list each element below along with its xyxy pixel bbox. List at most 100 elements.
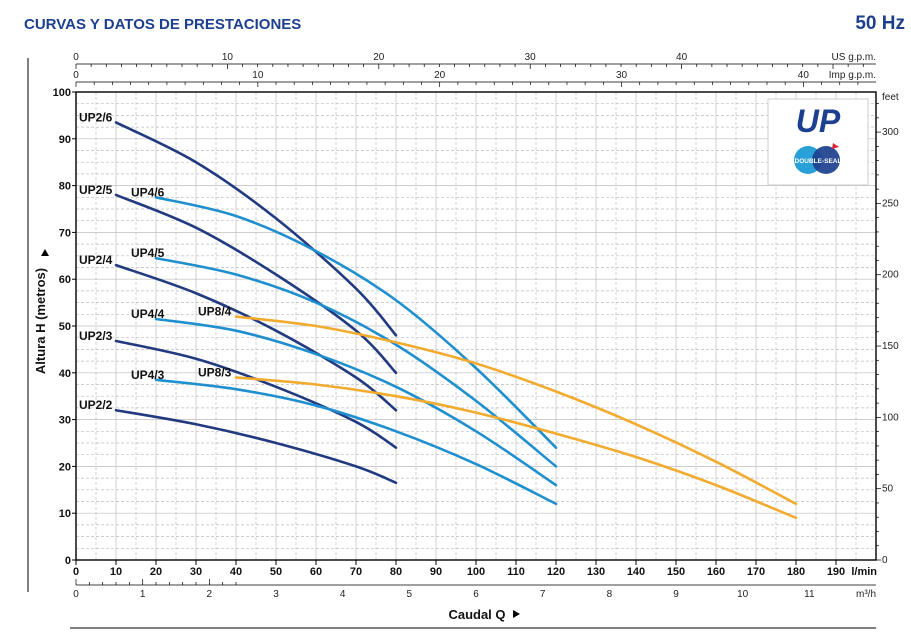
x-tick-label: 190 [827, 566, 845, 578]
curve-label-up4-4: UP4/4 [131, 307, 165, 321]
us-gpm-tick-label: 30 [525, 52, 537, 63]
curve-label-up2-5: UP2/5 [79, 183, 113, 197]
imp-gpm-tick-label: 30 [616, 70, 628, 81]
x-tick-label: 150 [667, 566, 685, 578]
chart-curve-labels: UP2/6 UP2/5 UP2/4 UP2/3 UP2/2 UP4/6 UP4/5 UP4/4… [79, 110, 232, 412]
x-tick-label: 110 [507, 566, 525, 578]
feet-tick-label: 150 [882, 341, 899, 352]
curve-up2-2 [114, 408, 398, 485]
curve-label-up4-3: UP4/3 [131, 368, 165, 382]
x-tick-label: 180 [787, 566, 805, 578]
curve-label-up2-3: UP2/3 [79, 329, 113, 343]
chart-axes: 0 10 20 30 40 50 60 70 80 90 100 110 120 130 140 150 160… [27, 52, 899, 629]
y-axis-arrow-icon [41, 249, 49, 256]
x-tick-label: 10 [110, 566, 122, 578]
curve-up2-3 [114, 339, 398, 449]
curve-up2-5 [114, 193, 398, 375]
m3h-tick-label: 9 [673, 589, 679, 600]
m3h-tick-label: 11 [804, 589, 815, 600]
brand-logo: UP DOUBLE-SEAL [767, 98, 869, 186]
curve-label-up4-5: UP4/5 [131, 246, 165, 260]
m3h-tick-label: 0 [73, 589, 79, 600]
curve-up2-4 [114, 263, 398, 412]
chart-curves [114, 121, 798, 520]
x-tick-label: 30 [190, 566, 202, 578]
x-tick-label: 40 [230, 566, 242, 578]
frequency-label: 50 Hz [855, 13, 905, 34]
x-tick-label: 160 [707, 566, 725, 578]
curve-label-up2-2: UP2/2 [79, 398, 113, 412]
m3h-tick-label: 6 [473, 589, 479, 600]
feet-tick-label: 100 [882, 412, 899, 423]
m3h-tick-label: 2 [207, 589, 213, 600]
y-tick-label: 60 [59, 274, 71, 286]
y-tick-label: 10 [59, 508, 71, 520]
y-tick-label: 40 [59, 368, 71, 380]
y-tick-label: 90 [59, 134, 71, 146]
imp-gpm-tick-label: 20 [434, 70, 446, 81]
curve-up2-6 [114, 121, 398, 337]
imp-gpm-tick-label: 0 [73, 70, 79, 81]
us-gpm-tick-label: 10 [222, 52, 234, 63]
x-tick-label: 60 [310, 566, 322, 578]
curve-label-up8-3: UP8/3 [198, 365, 232, 379]
curve-up4-3 [154, 378, 558, 506]
logo-mark: UP [796, 103, 841, 139]
feet-unit-label: feet [882, 92, 899, 103]
x-tick-label: 80 [390, 566, 402, 578]
y-tick-label: 70 [59, 227, 71, 239]
m3h-unit-label: m³/h [856, 589, 876, 600]
curve-up4-5 [154, 256, 558, 468]
x-axis-arrow-icon [513, 610, 520, 618]
m3h-tick-label: 8 [607, 589, 613, 600]
feet-tick-label: 0 [882, 555, 888, 566]
y-tick-label: 0 [65, 555, 71, 567]
imp-gpm-tick-label: 40 [798, 70, 810, 81]
us-gpm-tick-label: 20 [373, 52, 385, 63]
logo-badge-right [812, 146, 840, 174]
y-axis-title: Altura H (metros) [33, 268, 48, 374]
y-tick-label: 50 [59, 321, 71, 333]
x-tick-label: 130 [587, 566, 605, 578]
x-tick-label: 140 [627, 566, 645, 578]
curve-label-up8-4: UP8/4 [198, 305, 232, 319]
feet-tick-label: 250 [882, 198, 899, 209]
logo-accent-icon [832, 143, 839, 149]
y-tick-label: 100 [53, 87, 71, 99]
feet-tick-label: 300 [882, 127, 899, 138]
y-tick-label: 80 [59, 181, 71, 193]
x-unit-label: l/min [851, 566, 877, 578]
m3h-tick-label: 7 [540, 589, 546, 600]
x-tick-label: 50 [270, 566, 282, 578]
imp-gpm-unit-label: Imp g.p.m. [829, 70, 876, 81]
curve-up4-4 [154, 317, 558, 487]
m3h-tick-label: 10 [737, 589, 749, 600]
m3h-tick-label: 5 [407, 589, 413, 600]
curve-up8-3 [234, 376, 798, 520]
imp-gpm-tick-label: 10 [252, 70, 264, 81]
x-tick-label: 90 [430, 566, 442, 578]
x-tick-label: 70 [350, 566, 362, 578]
curve-up8-4 [234, 315, 798, 506]
y-tick-label: 30 [59, 415, 71, 427]
y-tick-label: 20 [59, 461, 71, 473]
x-axis-title: Caudal Q [448, 607, 505, 622]
us-gpm-unit-label: US g.p.m. [832, 52, 876, 63]
logo-badge-text: DOUBLE-SEAL [795, 158, 842, 165]
m3h-tick-label: 3 [273, 589, 279, 600]
m3h-tick-label: 4 [340, 589, 346, 600]
chart-title: CURVAS Y DATOS DE PRESTACIONES [24, 16, 302, 33]
us-gpm-tick-label: 40 [676, 52, 688, 63]
curve-label-up4-6: UP4/6 [131, 185, 165, 199]
feet-tick-label: 50 [882, 484, 894, 495]
curve-label-up2-6: UP2/6 [79, 110, 113, 124]
x-tick-label: 20 [150, 566, 162, 578]
x-tick-label: 170 [747, 566, 765, 578]
x-tick-label: 100 [467, 566, 485, 578]
m3h-tick-label: 1 [140, 589, 146, 600]
us-gpm-tick-label: 0 [73, 52, 79, 63]
curve-label-up2-4: UP2/4 [79, 253, 113, 267]
feet-tick-label: 200 [882, 270, 899, 281]
curve-up4-6 [154, 196, 558, 449]
